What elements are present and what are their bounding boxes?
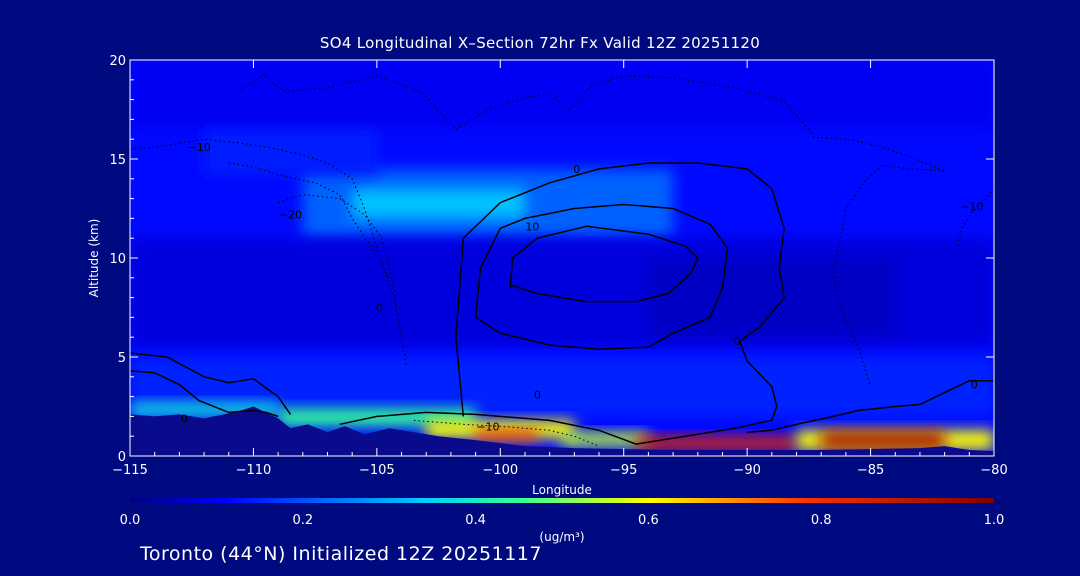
y-tick-label: 0 [118,450,126,465]
colorbar-tick-label: 0.2 [292,513,313,528]
x-tick-label: −85 [857,463,884,478]
contour-label: −10 [960,201,983,214]
terrain-mask [130,406,994,456]
contour-line [339,162,785,445]
contour-label: 10 [525,220,539,233]
contour-label: 0 [734,335,741,348]
contour-label: 0 [971,379,978,392]
field-region [352,188,525,219]
contour-label-layer: −10 −20 0 10 0 0 0 0 −10 0 −10 [181,141,984,433]
contour-line-dotted [240,73,457,130]
contour-line [130,352,292,415]
colorbar-tick-label: 0.4 [465,513,486,528]
contour-line [509,225,699,303]
footer-caption: Toronto (44°N) Initialized 12Z 20251117 [140,543,542,565]
x-axis-ticks: −115 −110 −105 −100 −95 −90 −85 −80 [112,60,1008,478]
y-tick-label: 15 [109,153,126,168]
concentration-field [130,60,994,456]
contour-line-dotted [413,419,600,447]
contour-layer [130,73,994,447]
field-region [130,60,994,130]
colorbar-tick-label: 0.8 [811,513,832,528]
contour-label: −10 [188,141,211,154]
x-tick-label: −100 [482,463,518,478]
y-axis-ticks: 0 5 10 15 20 [109,54,994,465]
x-axis-label: Longitude [532,483,592,497]
x-tick-label: −90 [733,463,760,478]
colorbar-gradient [130,498,994,503]
field-region [636,436,797,451]
x-tick-label: −110 [236,463,272,478]
y-tick-label: 20 [109,54,126,69]
contour-label: 0 [376,302,383,315]
contour-line [747,380,994,433]
terrain-layer [130,406,994,456]
colorbar-label: (ug/m³) [539,530,584,544]
chart-title: SO4 Longitudinal X–Section 72hr Fx Valid… [319,34,761,52]
y-tick-label: 5 [118,351,126,366]
contour-line [474,203,729,350]
x-tick-label: −80 [980,463,1007,478]
field-region [562,432,649,447]
contour-line [130,370,279,418]
contour-label: 0 [573,163,580,176]
contour-line-dotted [832,164,945,387]
contour-line-dotted [455,93,570,130]
colorbar-tick-label: 0.0 [120,513,141,528]
x-tick-label: −105 [359,463,395,478]
contour-line-dotted [956,188,994,249]
contour-label: 0 [181,412,188,425]
field-region [426,420,575,439]
field-region [821,432,945,449]
contour-label: −10 [476,420,499,433]
x-tick-label: −115 [112,463,148,478]
x-tick-label: −95 [610,463,637,478]
colorbar-tick-label: 1.0 [984,513,1005,528]
contour-line-dotted [130,138,407,367]
contour-label: 0 [534,389,541,402]
y-axis-label: Altitude (km) [87,219,101,298]
contour-line-dotted [569,75,945,172]
field-region [648,258,896,338]
y-tick-label: 10 [109,252,126,267]
contour-label: −20 [279,208,302,221]
colorbar-tick-label: 0.6 [638,513,659,528]
field-region [475,430,538,441]
colorbar: 0.0 0.2 0.4 0.6 0.8 1.0 (ug/m³) [120,498,1005,544]
